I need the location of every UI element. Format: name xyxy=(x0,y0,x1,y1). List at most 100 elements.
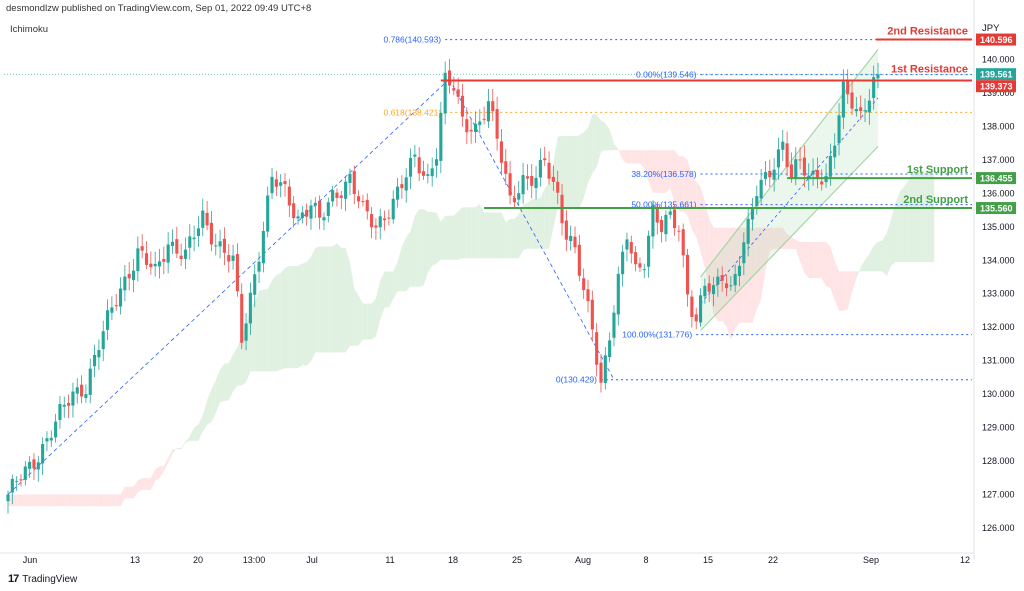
cloud-segment xyxy=(774,227,779,249)
cloud-segment xyxy=(510,218,515,259)
cloud-segment xyxy=(319,246,324,353)
candle xyxy=(322,212,326,230)
candle-body xyxy=(867,100,871,113)
candle-body xyxy=(361,201,365,203)
cloud-segment xyxy=(652,150,658,193)
price-tag-label: 135.560 xyxy=(980,204,1013,214)
candle-body xyxy=(538,159,542,178)
cloud-segment xyxy=(120,486,125,507)
x-tick-label: Aug xyxy=(575,555,591,565)
candle-body xyxy=(335,192,339,198)
cloud-segment xyxy=(531,199,537,249)
candle xyxy=(599,353,603,393)
candle-body xyxy=(720,275,724,281)
cloud-segment xyxy=(916,171,922,263)
candle xyxy=(872,65,876,110)
candle-body xyxy=(530,175,534,186)
cloud-segment xyxy=(683,156,688,216)
candle-body xyxy=(10,478,14,493)
candle-body xyxy=(248,292,252,324)
candle-body xyxy=(755,196,759,207)
indicator-label: Ichimoku xyxy=(10,24,49,35)
x-tick-label: 11 xyxy=(385,555,394,565)
cloud-segment xyxy=(77,494,82,507)
cloud-segment xyxy=(665,150,671,193)
tradingview-footer: 17 TradingView xyxy=(8,573,77,585)
candle-body xyxy=(789,164,793,178)
candle xyxy=(357,190,361,209)
cloud-segment xyxy=(375,280,381,337)
candle xyxy=(846,69,850,104)
candle xyxy=(608,332,612,363)
cloud-segment xyxy=(85,494,91,507)
candle-body xyxy=(140,246,144,251)
cloud-segment xyxy=(912,171,917,263)
candle xyxy=(23,461,27,486)
candle-body xyxy=(23,466,27,480)
ichimoku-cloud xyxy=(8,114,935,507)
candle-body xyxy=(192,237,196,240)
cloud-segment xyxy=(761,227,766,300)
candle-body xyxy=(391,198,395,220)
cloud-segment xyxy=(33,494,39,507)
cloud-segment xyxy=(401,237,407,292)
candle xyxy=(58,395,62,429)
candle-body xyxy=(404,177,408,191)
candle xyxy=(582,268,586,299)
cloud-segment xyxy=(163,458,169,472)
candle-body xyxy=(729,285,733,287)
candle-body xyxy=(872,77,876,98)
candle xyxy=(551,165,555,192)
candle-body xyxy=(292,203,296,219)
y-tick-label: 129.000 xyxy=(982,423,1015,433)
candle-body xyxy=(114,305,118,307)
cloud-segment xyxy=(821,241,827,287)
cloud-segment xyxy=(726,227,731,341)
candle-body xyxy=(101,331,105,350)
candle-body xyxy=(478,121,482,126)
candle-body xyxy=(348,173,352,183)
candle xyxy=(110,296,114,321)
candle xyxy=(408,148,413,189)
candle-body xyxy=(586,289,590,302)
candle-body xyxy=(261,231,265,264)
axes: JPY 126.000 127.000 128.000 129.000 130.000 13… xyxy=(0,0,1016,565)
candle xyxy=(374,218,378,240)
candle-body xyxy=(67,402,71,406)
cloud-segment xyxy=(583,127,588,199)
cloud-segment xyxy=(202,399,208,432)
cloud-segment xyxy=(410,215,415,287)
cloud-segment xyxy=(150,469,156,490)
candle-body xyxy=(737,265,742,277)
cloud-segment xyxy=(613,143,619,151)
candle-body xyxy=(603,355,607,383)
cloud-segment xyxy=(536,198,541,249)
candle xyxy=(491,88,495,121)
candle xyxy=(616,266,620,326)
candle-body xyxy=(88,368,92,395)
candle xyxy=(720,266,724,292)
cloud-segment xyxy=(769,227,775,252)
candle xyxy=(196,216,201,248)
candle xyxy=(677,225,681,242)
candle-body xyxy=(612,312,616,338)
cloud-segment xyxy=(588,114,593,183)
cloud-segment xyxy=(670,150,675,204)
candle-body xyxy=(179,255,183,259)
cloud-segment xyxy=(899,186,904,263)
candle xyxy=(387,209,391,226)
candle-body xyxy=(685,254,690,295)
candle-body xyxy=(253,274,257,295)
candle xyxy=(240,283,244,350)
candle-body xyxy=(573,236,577,248)
cloud-segment xyxy=(237,334,242,386)
candle xyxy=(737,256,742,287)
candle xyxy=(344,176,348,212)
cloud-segment xyxy=(198,414,203,441)
candle xyxy=(6,490,10,514)
cloud-segment xyxy=(497,212,502,259)
candle-body xyxy=(508,173,512,196)
candle xyxy=(530,164,534,199)
cloud-segment xyxy=(626,150,632,164)
